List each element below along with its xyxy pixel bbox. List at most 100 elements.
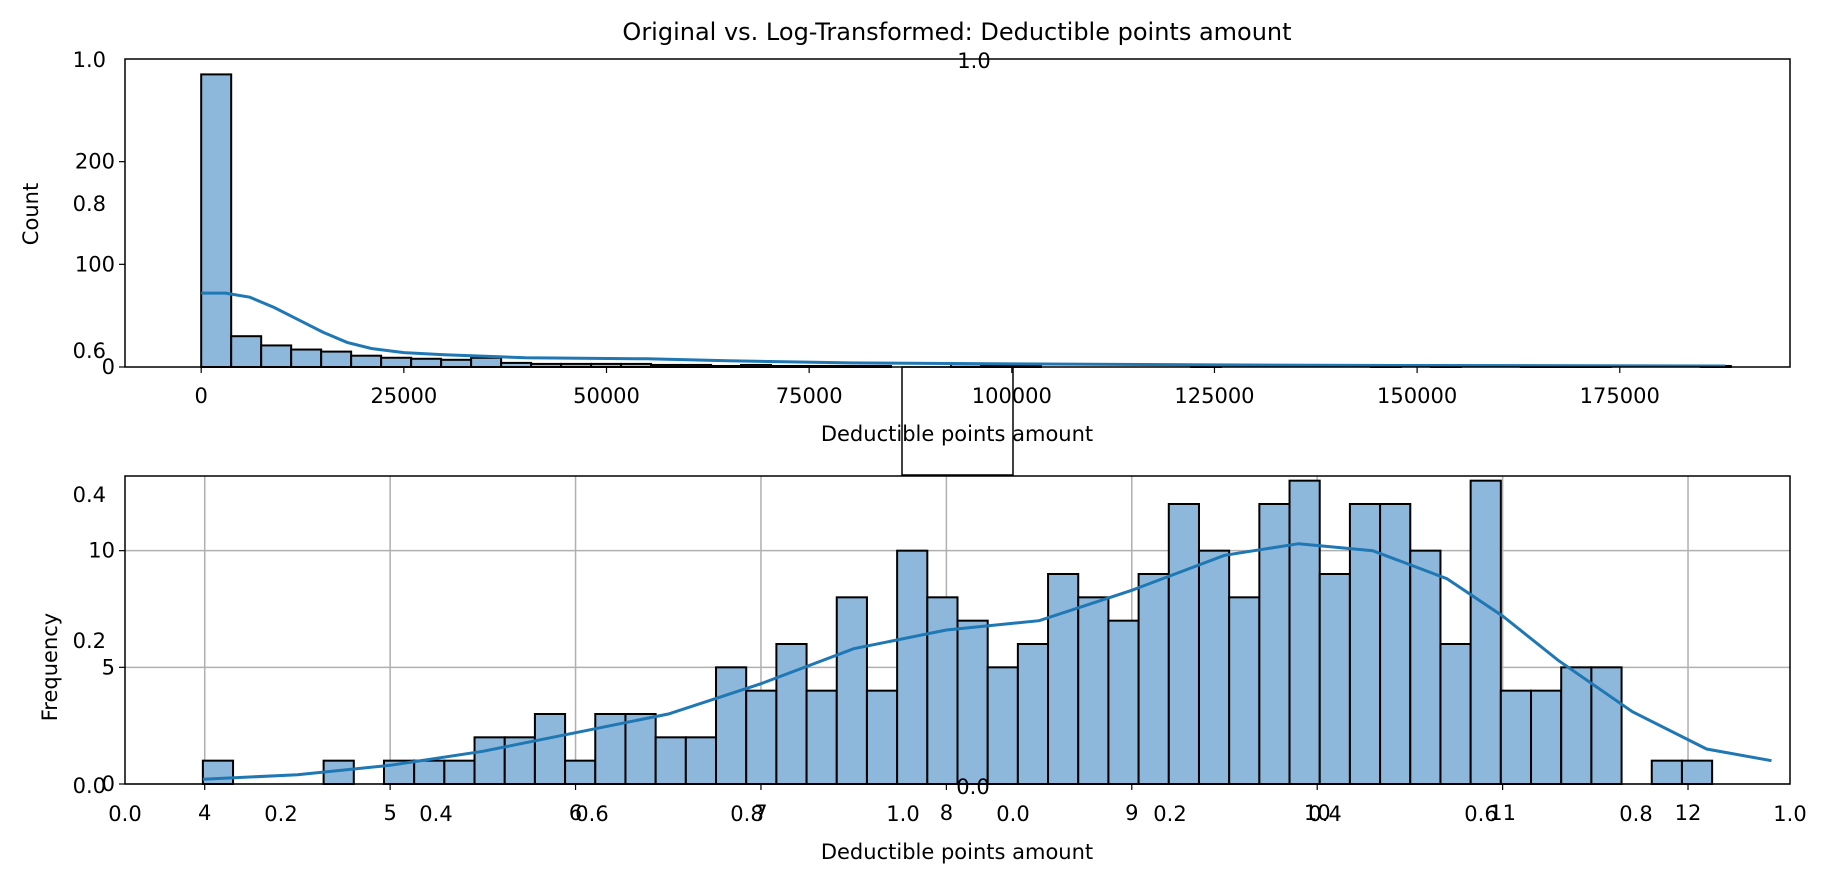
inset-right_x-0: 0.2 [1153,802,1186,826]
bot-bar-45 [1560,666,1593,785]
inset-bottom_x-2: 0.4 [419,802,452,826]
bot-bar-25 [956,619,989,786]
bot-bar-16 [684,736,718,785]
bot-bar-48 [1650,759,1683,786]
top-bar-3 [290,348,323,368]
bot-bar-7 [413,759,446,786]
inset-bottom_x-5: 1.0 [886,802,919,826]
bot-xtick-label-8: 12 [1675,801,1702,825]
inset-right_x-1: 0.4 [1308,802,1341,826]
top-bar-8 [440,358,473,368]
inset-bottom_x-4: 0.8 [730,802,763,826]
histogram-original-panel: 0 25000 50000 75000 100000 125000 150000 175000… [19,58,1791,446]
bot-bar-14 [624,713,657,785]
bot-bar-12 [564,759,597,786]
inset-middle_x-0: 0.0 [956,775,989,799]
bot-bar-49 [1680,759,1714,786]
top-bar-5 [350,354,383,368]
inset-right_x-4: 1.0 [1773,802,1806,826]
top-ytick-label-0: 0 [102,355,115,379]
bot-xtick-label-0: 4 [198,801,211,825]
bot-bar-31 [1137,573,1170,785]
top-x-axis-label: Deductible points amount [821,422,1093,446]
top-xtick-label-1: 25000 [370,384,437,408]
bot-bar-21 [835,596,868,785]
bot-bar-42 [1469,479,1502,785]
top-xtick-label-4: 100000 [972,384,1052,408]
inset-tick-labels: 0.60.81.00.00.20.40.0 0.2 0.4 0.6 0.8 1.00.00… [73,48,1807,826]
bot-xtick-label-5: 9 [1125,801,1138,825]
bot-xtick-label-4: 8 [940,801,953,825]
inset-bottom_y-1: 0.2 [73,629,106,653]
top-xtick-label-5: 125000 [1174,384,1254,408]
bottom-x-ticks: 4 5 6 7 8 9 10 11 12 [198,784,1701,825]
bot-xtick-label-3: 7 [754,801,767,825]
bot-bar-23 [896,549,929,786]
bot-bar-37 [1318,573,1351,785]
bot-bar-13 [594,713,627,785]
bot-bar-9 [473,736,506,785]
bot-bar-15 [654,736,687,785]
bot-bar-20 [805,689,838,786]
bot-bar-24 [926,596,959,785]
bottom-y-axis-label: Frequency [38,613,62,722]
inset-right_x-2: 0.6 [1464,802,1497,826]
bot-bar-17 [715,666,748,785]
bot-bar-36 [1288,479,1321,785]
bot-xtick-label-6: 10 [1304,801,1331,825]
top-bar-4 [320,350,353,369]
bot-bar-8 [443,759,476,786]
top-xtick-label-2: 50000 [573,384,640,408]
bot-bar-11 [533,713,567,785]
inset-bottom_y-0: 0.0 [73,774,106,798]
bot-bar-28 [1047,573,1080,785]
top-bar-9 [470,356,503,369]
bot-bar-26 [986,666,1019,785]
bot-bar-29 [1077,596,1110,785]
bottom-x-axis-label: Deductible points amount [821,840,1093,864]
bottom-y-ticks: 0 5 10 [88,539,125,796]
top-ytick-label-1: 100 [75,252,115,276]
bot-bar-30 [1107,619,1140,786]
bot-bar-32 [1167,503,1200,785]
figure-title: Original vs. Log-Transformed: Deductible… [622,18,1291,46]
inset-bottom_x-3: 0.6 [575,802,608,826]
bot-bar-27 [1016,643,1050,785]
top-y-ticks: 0 100 200 [75,150,125,379]
inset-top-title-fragment: 1.0 [957,49,990,73]
top-xtick-label-6: 150000 [1377,384,1457,408]
inset-bottom_x-0: 0.0 [108,802,141,826]
bot-bar-44 [1530,689,1563,786]
bot-ytick-label-2: 10 [88,539,115,563]
inset-middle_x-1: 0.0 [996,802,1029,826]
inset-top_y-0: 0.6 [73,339,106,363]
top-y-axis-label: Count [19,183,43,245]
top-bar-0 [200,73,233,369]
inset-middle-frame [901,366,1014,476]
bot-xtick-label-7: 11 [1489,801,1516,825]
bot-bar-34 [1228,596,1261,785]
bot-bar-22 [865,689,899,786]
bot-bar-35 [1258,503,1291,785]
bot-bar-43 [1499,689,1533,786]
top-xtick-label-3: 75000 [776,384,843,408]
top-kde-line [201,291,1726,368]
overlapping-axes-artifacts: 1.0 0.6 0.8 1.0 0.0 0.2 0.4 0.0 0.2 0.4 0.6 0.8 1.0… [73,48,1807,826]
top-bar-6 [380,356,413,369]
top-bar-1 [230,335,263,369]
inset-top_y-2: 1.0 [73,48,106,72]
bot-bar-41 [1439,643,1472,785]
bot-ytick-label-1: 5 [102,655,115,679]
bot-bar-38 [1348,503,1382,785]
bot-bar-39 [1379,503,1412,785]
top-xtick-label-7: 175000 [1580,384,1660,408]
bottom-kde-line [202,542,1772,781]
bot-bar-33 [1197,549,1231,786]
bot-xtick-label-2: 6 [569,801,582,825]
top-ytick-label-2: 200 [75,150,115,174]
top-bars [200,73,1732,369]
bot-xtick-label-1: 5 [383,801,396,825]
inset-bottom_y-2: 0.4 [73,483,106,507]
inset-top_y-1: 0.8 [73,192,106,216]
